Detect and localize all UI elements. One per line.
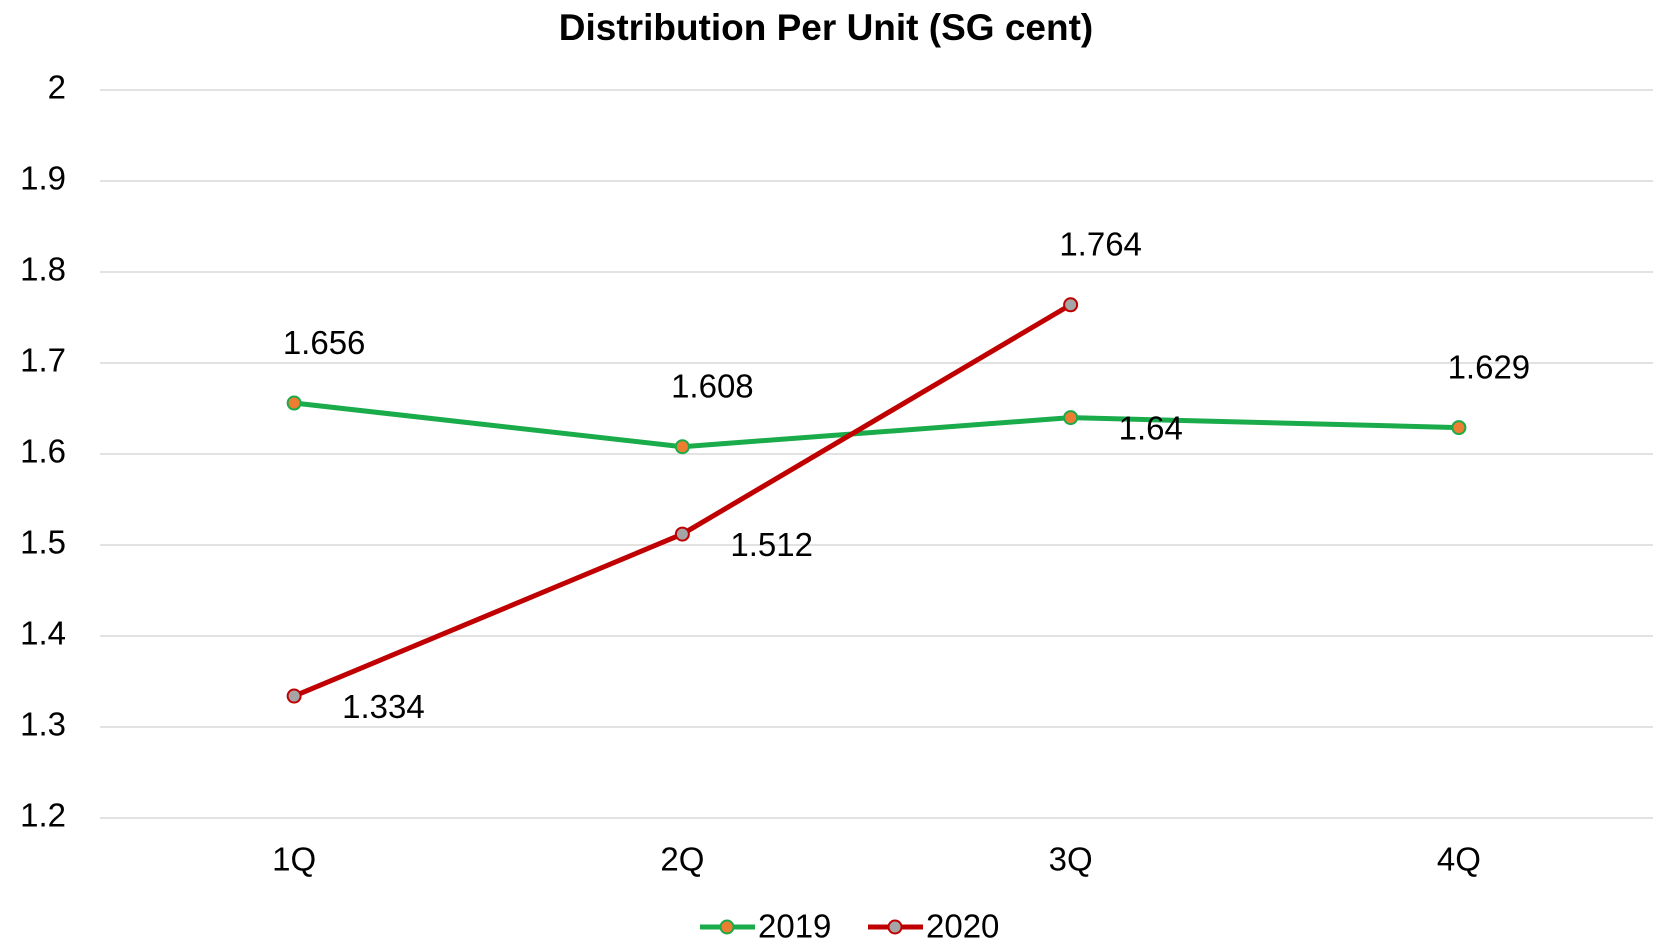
marker — [1063, 410, 1079, 426]
legend-label: 2019 — [758, 908, 831, 945]
legend-label: 2020 — [926, 908, 999, 945]
chart-title: Distribution Per Unit (SG cent) — [559, 7, 1093, 48]
data-label: 1.512 — [730, 526, 813, 563]
x-tick-label: 3Q — [1049, 841, 1093, 878]
data-label: 1.629 — [1448, 348, 1531, 385]
marker — [1063, 297, 1079, 313]
y-tick-label: 1.7 — [20, 342, 66, 379]
legend-marker — [719, 919, 735, 935]
y-tick-label: 1.3 — [20, 706, 66, 743]
x-tick-label: 2Q — [660, 841, 704, 878]
data-label: 1.334 — [342, 688, 425, 725]
x-tick-label: 1Q — [272, 841, 316, 878]
x-tick-label: 4Q — [1437, 841, 1481, 878]
legend-marker — [887, 919, 903, 935]
marker — [674, 439, 690, 455]
marker — [1451, 420, 1467, 436]
y-tick-label: 1.2 — [20, 797, 66, 834]
series-line — [293, 400, 1459, 450]
marker — [286, 395, 302, 411]
y-tick-label: 1.8 — [20, 251, 66, 288]
y-tick-label: 1.5 — [20, 524, 66, 561]
y-tick-label: 1.9 — [20, 160, 66, 197]
data-label: 1.64 — [1119, 409, 1183, 446]
data-label: 1.656 — [283, 324, 366, 361]
y-tick-label: 1.6 — [20, 433, 66, 470]
y-tick-label: 1.4 — [20, 615, 66, 652]
y-tick-label: 2 — [48, 69, 66, 106]
marker — [286, 688, 302, 704]
data-label: 1.608 — [671, 367, 754, 404]
marker — [674, 526, 690, 542]
data-label: 1.764 — [1059, 225, 1142, 262]
